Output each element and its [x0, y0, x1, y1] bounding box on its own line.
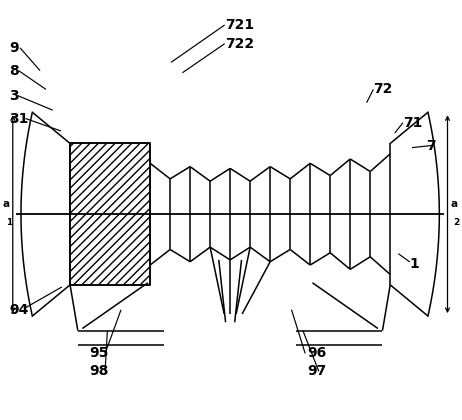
Text: 1: 1 [6, 218, 12, 227]
Text: 71: 71 [403, 116, 422, 130]
Text: 722: 722 [225, 37, 255, 51]
Text: 7: 7 [426, 139, 435, 152]
Text: 3: 3 [10, 89, 19, 102]
Text: a: a [3, 199, 10, 209]
Text: 1: 1 [410, 257, 419, 271]
Text: 98: 98 [89, 364, 109, 378]
Text: 2: 2 [454, 218, 460, 227]
Text: 95: 95 [89, 346, 109, 360]
Text: a: a [450, 199, 457, 209]
Text: 8: 8 [10, 64, 19, 78]
Bar [70, 144, 150, 285]
Text: 96: 96 [307, 346, 327, 360]
Text: 31: 31 [10, 112, 29, 126]
Text: 72: 72 [373, 82, 393, 97]
Text: 721: 721 [225, 18, 255, 32]
Text: 94: 94 [10, 303, 29, 317]
Text: 9: 9 [10, 41, 19, 55]
Text: 97: 97 [307, 364, 327, 378]
Bar [70, 144, 150, 285]
